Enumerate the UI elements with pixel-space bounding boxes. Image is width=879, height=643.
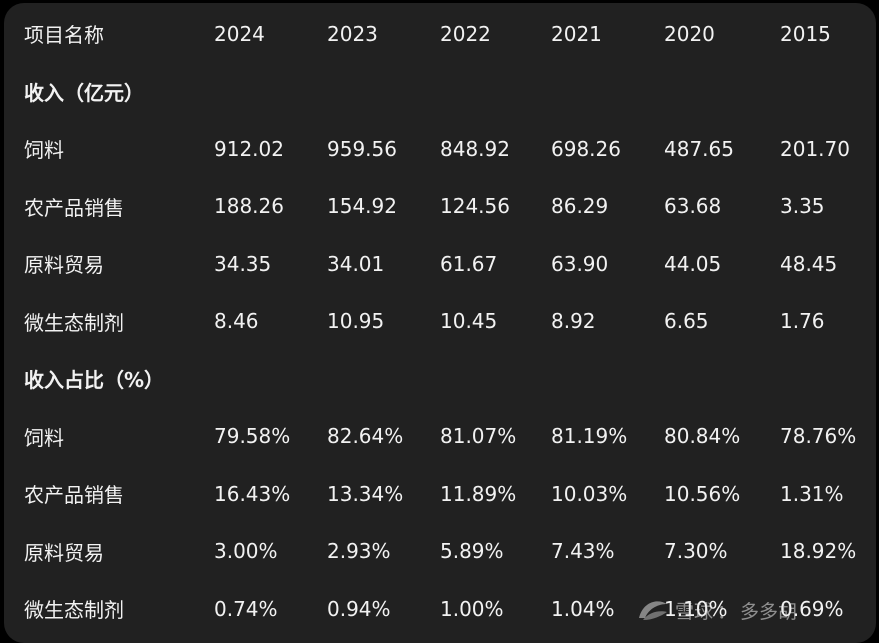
table-cell: 34.35 (214, 251, 272, 276)
table-cell: 81.07% (440, 424, 517, 449)
row-label: 微生态制剂 (24, 598, 124, 623)
table-cell: 80.84% (664, 424, 741, 449)
table-cell: 63.90 (551, 251, 609, 276)
watermark: 雪球 ： 多多胡 (635, 590, 797, 630)
watermark-author: 多多胡 (740, 600, 798, 623)
table-cell: 3.00% (214, 539, 278, 564)
header-year-2021: 2021 (551, 21, 602, 46)
table-cell: 0.74% (214, 596, 278, 621)
row-label: 原料贸易 (24, 540, 104, 565)
table-cell: 18.92% (780, 539, 857, 564)
table-cell: 34.01 (327, 251, 385, 276)
table-cell: 16.43% (214, 481, 291, 506)
section-row-share: 收入占比（%） (4, 350, 876, 408)
table-cell: 8.92 (551, 309, 596, 334)
table-cell: 487.65 (664, 136, 734, 161)
table-cell: 1.31% (780, 481, 844, 506)
revenue-table: 项目名称 2024 2023 2022 2021 2020 2015 收入（亿元… (4, 5, 876, 638)
table-cell: 959.56 (327, 136, 397, 161)
table-header-row: 项目名称 2024 2023 2022 2021 2020 2015 (4, 5, 876, 63)
table-cell: 7.30% (664, 539, 728, 564)
table-cell: 44.05 (664, 251, 722, 276)
table-cell: 0.94% (327, 596, 391, 621)
table-cell: 3.35 (780, 194, 825, 219)
table-cell: 10.95 (327, 309, 385, 334)
row-label: 微生态制剂 (24, 310, 124, 335)
table-cell: 1.00% (440, 596, 504, 621)
snowball-logo-icon (635, 596, 671, 624)
table-cell: 10.56% (664, 481, 741, 506)
table-row: 农产品销售 188.26 154.92 124.56 86.29 63.68 3… (4, 178, 876, 236)
row-label: 农产品销售 (24, 483, 124, 508)
table-row: 原料贸易 34.35 34.01 61.67 63.90 44.05 48.45 (4, 235, 876, 293)
header-year-2023: 2023 (327, 21, 378, 46)
table-cell: 86.29 (551, 194, 609, 219)
row-label: 原料贸易 (24, 253, 104, 278)
table-cell: 61.67 (440, 251, 498, 276)
table-cell: 0.69% (780, 596, 844, 621)
table-cell: 78.76% (780, 424, 857, 449)
table-cell: 79.58% (214, 424, 291, 449)
table-cell: 1.76 (780, 309, 825, 334)
row-label: 农产品销售 (24, 195, 124, 220)
header-item-name: 项目名称 (24, 23, 104, 48)
table-row: 微生态制剂 0.74% 0.94% 1.00% 1.04% 1.10% 0.69… (4, 580, 876, 638)
table-cell: 201.70 (780, 136, 850, 161)
table-cell: 13.34% (327, 481, 404, 506)
table-cell: 10.45 (440, 309, 498, 334)
table-panel: 项目名称 2024 2023 2022 2021 2020 2015 收入（亿元… (4, 3, 876, 643)
table-cell: 63.68 (664, 194, 722, 219)
table-row: 农产品销售 16.43% 13.34% 11.89% 10.03% 10.56%… (4, 465, 876, 523)
table-cell: 912.02 (214, 136, 284, 161)
header-year-2022: 2022 (440, 21, 491, 46)
watermark-separator: ： (717, 600, 737, 623)
table-cell: 188.26 (214, 194, 284, 219)
header-year-2015: 2015 (780, 21, 831, 46)
table-cell: 6.65 (664, 309, 709, 334)
row-label: 饲料 (24, 425, 64, 450)
header-year-2020: 2020 (664, 21, 715, 46)
table-cell: 2.93% (327, 539, 391, 564)
section-row-revenue: 收入（亿元） (4, 63, 876, 121)
header-year-2024: 2024 (214, 21, 265, 46)
table-row: 饲料 79.58% 82.64% 81.07% 81.19% 80.84% 78… (4, 408, 876, 466)
table-cell: 7.43% (551, 539, 615, 564)
section-title: 收入（亿元） (24, 80, 144, 105)
section-title: 收入占比（%） (24, 368, 165, 393)
row-label: 饲料 (24, 138, 64, 163)
table-cell: 124.56 (440, 194, 510, 219)
table-cell: 82.64% (327, 424, 404, 449)
table-row: 饲料 912.02 959.56 848.92 698.26 487.65 20… (4, 120, 876, 178)
table-cell: 8.46 (214, 309, 259, 334)
table-cell: 1.04% (551, 596, 615, 621)
table-row: 原料贸易 3.00% 2.93% 5.89% 7.43% 7.30% 18.92… (4, 523, 876, 581)
table-cell: 10.03% (551, 481, 628, 506)
table-cell: 698.26 (551, 136, 621, 161)
table-cell: 848.92 (440, 136, 510, 161)
table-cell: 1.10% (664, 596, 728, 621)
table-cell: 154.92 (327, 194, 397, 219)
watermark-site: 雪球 (675, 600, 714, 623)
table-cell: 11.89% (440, 481, 517, 506)
table-cell: 5.89% (440, 539, 504, 564)
table-cell: 81.19% (551, 424, 628, 449)
table-row: 微生态制剂 8.46 10.95 10.45 8.92 6.65 1.76 (4, 293, 876, 351)
table-cell: 48.45 (780, 251, 838, 276)
